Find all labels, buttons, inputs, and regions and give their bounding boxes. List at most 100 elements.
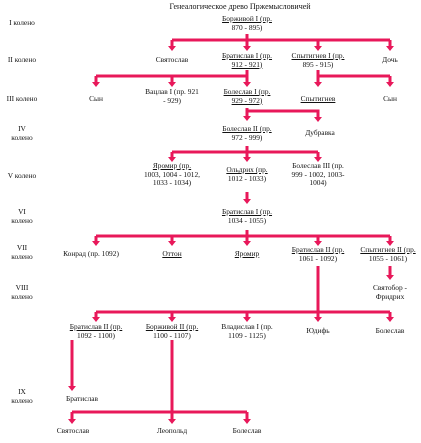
person-spytignev-1: Спытигнев I (пр. 895 - 915) [288, 51, 348, 69]
person-years: 999 - 1002, 1003- [291, 169, 345, 179]
arrowhead [243, 116, 251, 121]
generation-number: IV [18, 124, 26, 133]
person-bratislav-1: Братислав I (пр. 912 - 921) [217, 51, 277, 69]
generation-label-3: III колено [6, 94, 38, 103]
arrowheads [68, 46, 394, 424]
arrowhead [168, 317, 176, 322]
arrowhead [68, 386, 76, 391]
person-years: - 929) [163, 95, 181, 105]
person-name: Спытигнев I (пр. [291, 51, 345, 60]
arrowhead [92, 317, 100, 322]
arrowhead [386, 46, 394, 51]
arrowhead [386, 275, 394, 280]
person-years: 1092 - 1100) [77, 330, 115, 340]
person-years: 1034 - 1055) [227, 215, 267, 225]
person-years: 1100 - 1107) [153, 330, 191, 340]
person-years: 1003, 1004 - 1012, [143, 169, 201, 179]
person-dubravka: Дубравка [305, 128, 335, 137]
person-borivoy-1: Борживой I (пр. 870 - 895) [217, 14, 277, 32]
generation-label-7: VII колено [0, 243, 44, 261]
arrowhead [168, 157, 176, 162]
generation-word: колено [11, 395, 33, 405]
arrowhead [68, 419, 76, 424]
person-years: 1061 - 1092) [298, 253, 338, 263]
generation-label-6: VI колено [0, 207, 44, 225]
person-name: Вацлав I (пр. 921 [145, 87, 199, 96]
arrowhead [243, 241, 251, 246]
person-doch: Дочь [382, 55, 398, 64]
person-name: Болеслав II (пр. [222, 124, 272, 133]
diagram-title: Генеалогическое древо Пржемысловичей [169, 2, 311, 11]
arrowhead [243, 317, 251, 322]
person-spytignev: Спытигнев [300, 94, 336, 103]
person-years: 895 - 915) [302, 59, 334, 69]
person-bratislav-2: Братислав II (пр. 1061 - 1092) [287, 245, 349, 263]
connector [247, 109, 320, 118]
arrowhead [168, 46, 176, 51]
person-years: 929 - 972) [231, 95, 263, 105]
arrowhead [243, 419, 251, 424]
person-yaromir-7: Яромир [234, 249, 260, 258]
person-oldrzhih: Ольдрих (пр. 1012 - 1033) [217, 165, 277, 183]
person-name: Борживой I (пр. [222, 14, 272, 23]
arrowhead [386, 317, 394, 322]
person-bratislav-2-b: Братислав II (пр. 1092 - 1100) [64, 322, 128, 340]
arrowhead [168, 82, 176, 87]
connector [316, 70, 390, 78]
person-boleslav-2: Болеслав II (пр. 972 - 999) [217, 124, 277, 142]
person-years: 870 - 895) [231, 22, 263, 32]
arrowhead [314, 46, 322, 51]
arrowhead [314, 82, 322, 87]
arrowhead [243, 46, 251, 51]
generation-label-9: IX колено [0, 387, 44, 405]
person-bratislav-1-b: Братислав I (пр. 1034 - 1055) [217, 207, 277, 225]
person-years: 1055 - 1061) [368, 253, 408, 263]
generation-word: колено [11, 251, 33, 261]
person-otton: Оттон [162, 249, 182, 258]
person-syn: Сын [89, 94, 103, 103]
person-years: Фридрих [375, 291, 405, 301]
generation-number: IX [18, 387, 26, 396]
person-name: Святобор - [372, 283, 407, 292]
person-syn: Сын [383, 94, 397, 103]
arrowhead [314, 157, 322, 162]
arrowhead [314, 317, 322, 322]
arrowhead [243, 157, 251, 162]
person-name: Братислав I (пр. [221, 51, 273, 60]
person-name: Болеслав III (пр. [292, 161, 344, 170]
person-spytignev-2: Спытигнев II (пр. 1055 - 1061) [356, 245, 420, 263]
arrowhead [168, 241, 176, 246]
person-yudif: Юдифь [306, 326, 330, 335]
generation-number: VII [16, 243, 28, 252]
generation-label-4: IV колено [0, 124, 44, 142]
person-yaromir: Яромир (пр. 1003, 1004 - 1012, 1033 - 10… [136, 161, 208, 188]
arrowhead [92, 82, 100, 87]
generation-label-2: II колено [7, 55, 37, 64]
generation-label-8: VIII колено [0, 283, 44, 301]
person-konrad: Конрад (пр. 1092) [63, 249, 119, 258]
arrowhead [92, 241, 100, 246]
person-name: Ольдрих (пр. [226, 165, 268, 174]
person-boleslav-9: Болеслав [232, 426, 262, 435]
person-svyatoslav-9: Святослав [56, 426, 90, 435]
person-boleslav-3: Болеслав III (пр. 999 - 1002, 1003- 1004… [282, 161, 354, 188]
generation-label-5: V колено [7, 171, 37, 180]
person-svyatoslav: Святослав [155, 55, 189, 64]
generation-label-1: I колено [9, 18, 35, 27]
arrowhead [386, 82, 394, 87]
person-name: Спытигнев II (пр. [360, 245, 416, 254]
generation-word: колено [11, 132, 33, 142]
generation-number: VIII [15, 283, 29, 292]
person-years-cont: 1033 - 1034) [152, 178, 192, 188]
person-name: Владислав I (пр. [221, 322, 273, 331]
person-name: Братислав II (пр. [291, 245, 345, 254]
person-name: Братислав I (пр. [221, 207, 273, 216]
generation-word: колено [11, 291, 33, 301]
person-leopold: Леопольд [156, 426, 188, 435]
arrowhead [314, 241, 322, 246]
person-name: Болеслав I (пр. [223, 87, 271, 96]
person-vaclav-1: Вацлав I (пр. 921 - 929) [138, 87, 206, 105]
person-years: 972 - 999) [231, 132, 263, 142]
